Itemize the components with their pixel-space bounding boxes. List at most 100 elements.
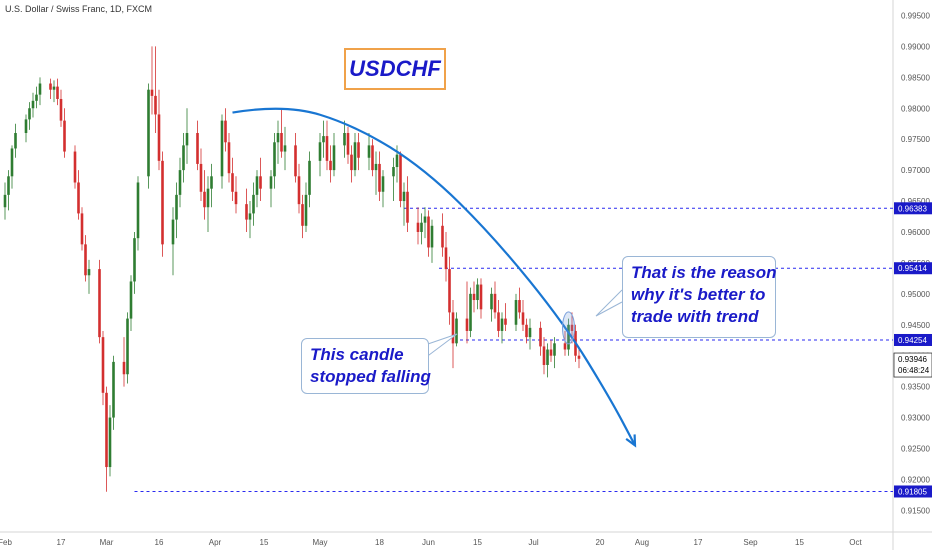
y-tick-label: 0.98500 xyxy=(901,73,930,82)
candle-body xyxy=(133,238,136,282)
candle-body xyxy=(49,83,52,90)
candle-body xyxy=(59,98,63,121)
candle-body xyxy=(3,194,7,208)
candle-body xyxy=(294,145,297,177)
level-label-bg xyxy=(894,485,932,498)
level-label: 0.96383 xyxy=(898,204,927,213)
candle-body xyxy=(423,216,427,223)
candle-body xyxy=(528,327,532,338)
candle-body xyxy=(122,361,126,375)
candle-body xyxy=(427,216,430,248)
x-tick-label: Jun xyxy=(422,538,435,547)
candle-body xyxy=(448,269,451,313)
candle-body xyxy=(399,154,402,202)
candle-body xyxy=(297,176,301,205)
candle-body xyxy=(539,327,542,347)
x-tick-label: Feb xyxy=(0,538,12,547)
x-tick-label: 17 xyxy=(694,538,703,547)
candle-body xyxy=(80,213,84,245)
y-tick-label: 0.99500 xyxy=(901,11,930,20)
candle-body xyxy=(504,318,507,325)
candle-body xyxy=(283,145,287,152)
y-tick-label: 0.96500 xyxy=(901,197,930,206)
candle-body xyxy=(500,318,504,331)
candle-body xyxy=(77,182,80,214)
candle-body xyxy=(224,120,227,143)
candle-body xyxy=(567,324,570,350)
candle-body xyxy=(28,108,31,120)
candle-body xyxy=(14,133,17,149)
y-tick-label: 0.97500 xyxy=(901,135,930,144)
y-tick-label: 0.93000 xyxy=(901,414,930,423)
candle-body xyxy=(430,225,434,248)
candle-body xyxy=(129,281,133,319)
candle-body xyxy=(35,94,38,101)
candle-body xyxy=(392,167,395,177)
candle-body xyxy=(150,89,154,96)
price-label-box xyxy=(893,352,932,378)
candle-body xyxy=(490,293,493,310)
candle-body xyxy=(497,312,500,331)
x-tick-label: 18 xyxy=(375,538,384,547)
candle-body xyxy=(171,219,175,245)
y-tick-label: 0.93500 xyxy=(901,383,930,392)
candle-body xyxy=(203,191,206,208)
candle-body xyxy=(346,133,350,155)
candle-body xyxy=(451,312,455,344)
candle-body xyxy=(329,160,332,171)
x-tick-label: 16 xyxy=(155,538,164,547)
callout-candle-pointer xyxy=(424,333,458,359)
candle-body xyxy=(259,176,262,189)
y-tick-label: 0.99000 xyxy=(901,42,930,51)
candle-body xyxy=(472,293,476,301)
candle-body xyxy=(525,324,528,338)
candle-body xyxy=(367,145,371,158)
x-tick-label: 20 xyxy=(596,538,605,547)
level-label-bg xyxy=(894,262,932,275)
candle-body xyxy=(73,151,77,183)
candle-body xyxy=(343,133,346,146)
candle-body xyxy=(157,114,161,161)
candle-body xyxy=(332,145,336,171)
candle-body xyxy=(161,160,164,245)
candle-body xyxy=(112,361,115,418)
callout-trend-line-3: trade with trend xyxy=(631,307,759,326)
candle-body xyxy=(24,119,28,133)
candle-body xyxy=(126,318,129,375)
candle-body xyxy=(350,154,353,171)
x-tick-label: Jul xyxy=(528,538,538,547)
candle-body xyxy=(374,163,378,171)
candle-body xyxy=(469,293,472,331)
candle-body xyxy=(518,300,521,313)
candle-body xyxy=(105,392,108,468)
candle-body xyxy=(318,142,322,161)
candle-body xyxy=(276,133,280,143)
candle-body xyxy=(395,154,399,168)
candle-body xyxy=(308,160,311,195)
y-tick-label: 0.98000 xyxy=(901,104,930,113)
y-tick-label: 0.96000 xyxy=(901,228,930,237)
level-label: 0.94254 xyxy=(898,336,927,345)
y-tick-label: 0.92500 xyxy=(901,444,930,453)
candle-body xyxy=(31,100,35,109)
candle-body xyxy=(357,142,360,158)
level-label-bg xyxy=(894,333,932,346)
candle-body xyxy=(255,176,259,195)
candle-body xyxy=(175,194,178,220)
candle-body xyxy=(378,163,381,192)
callout-trend-line-2: why it's better to xyxy=(631,285,766,304)
candle-body xyxy=(185,133,189,146)
candle-body xyxy=(406,191,409,223)
candle-body xyxy=(234,191,238,205)
highlight-ellipse xyxy=(562,311,575,345)
candle-body xyxy=(178,170,182,195)
x-tick-label: 15 xyxy=(795,538,804,547)
candle-body xyxy=(549,349,553,356)
candle-body xyxy=(38,83,42,95)
candle-body xyxy=(108,417,112,468)
x-tick-label: 15 xyxy=(473,538,482,547)
candle-body xyxy=(227,142,231,174)
x-tick-label: May xyxy=(312,538,327,547)
